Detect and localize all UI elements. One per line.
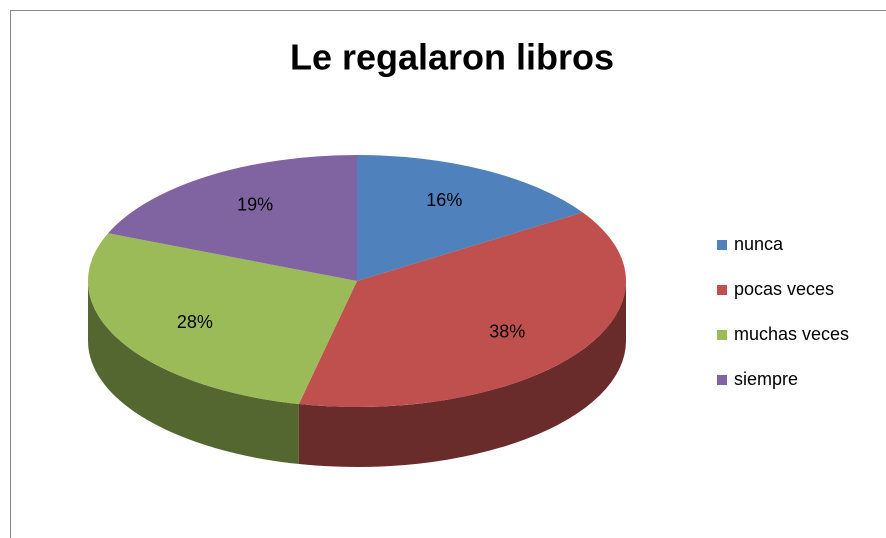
legend-swatch	[717, 330, 727, 340]
chart-title: Le regalaron libros	[290, 37, 614, 78]
data-label: 38%	[489, 321, 525, 341]
pie-slice	[298, 212, 626, 407]
legend-label: siempre	[734, 369, 798, 389]
data-label: 16%	[426, 190, 462, 210]
data-label: 19%	[237, 194, 273, 214]
legend-label: pocas veces	[734, 279, 834, 299]
pie-slice-side	[88, 281, 299, 465]
pie-slice	[108, 155, 357, 281]
legend-swatch	[717, 240, 727, 250]
legend-label: nunca	[734, 234, 784, 254]
legend-swatch	[717, 285, 727, 295]
pie-slice	[87, 233, 357, 405]
pie-slice	[357, 155, 583, 281]
data-label: 28%	[177, 312, 213, 332]
legend-swatch	[717, 375, 727, 385]
legend-label: muchas veces	[734, 324, 849, 344]
pie-slice-side	[298, 281, 626, 467]
